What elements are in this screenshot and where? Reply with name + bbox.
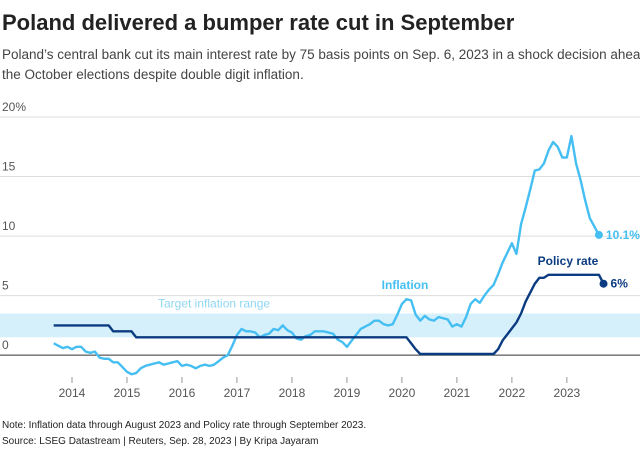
y-tick-label: 20%: [2, 100, 26, 114]
y-tick-label: 15: [2, 160, 16, 174]
x-tick-label: 2015: [114, 386, 141, 400]
chart-title: Poland delivered a bumper rate cut in Se…: [2, 10, 515, 35]
x-tick-label: 2022: [499, 386, 526, 400]
x-tick-label: 2017: [224, 386, 251, 400]
subtitle: Poland’s central bank cut its main inter…: [2, 47, 640, 62]
target-band: [0, 313, 640, 338]
x-tick-label: 2018: [279, 386, 306, 400]
end-label: 10.1%: [606, 228, 640, 242]
y-tick-label: 10: [2, 219, 16, 233]
y-tick-label: 0: [2, 338, 9, 352]
x-tick-label: 2021: [444, 386, 471, 400]
end-dot: [594, 230, 603, 239]
series-name: Inflation: [382, 278, 429, 292]
x-tick-label: 2014: [59, 386, 86, 400]
end-label: 6%: [611, 277, 629, 291]
note: Note: Inflation data through August 2023…: [2, 420, 366, 431]
band-label: Target inflation range: [158, 297, 270, 311]
x-tick-label: 2020: [389, 386, 416, 400]
x-tick-label: 2019: [334, 386, 361, 400]
end-dot: [599, 279, 608, 288]
series-name: Policy rate: [538, 254, 599, 268]
x-tick-label: 2016: [169, 386, 196, 400]
series-line: [53, 273, 605, 356]
y-tick-label: 5: [2, 279, 9, 293]
source: Source: LSEG Datastream | Reuters, Sep. …: [2, 436, 318, 447]
series-line: [53, 134, 600, 376]
x-tick-label: 2023: [554, 386, 581, 400]
subtitle: the October elections despite double dig…: [2, 67, 304, 82]
